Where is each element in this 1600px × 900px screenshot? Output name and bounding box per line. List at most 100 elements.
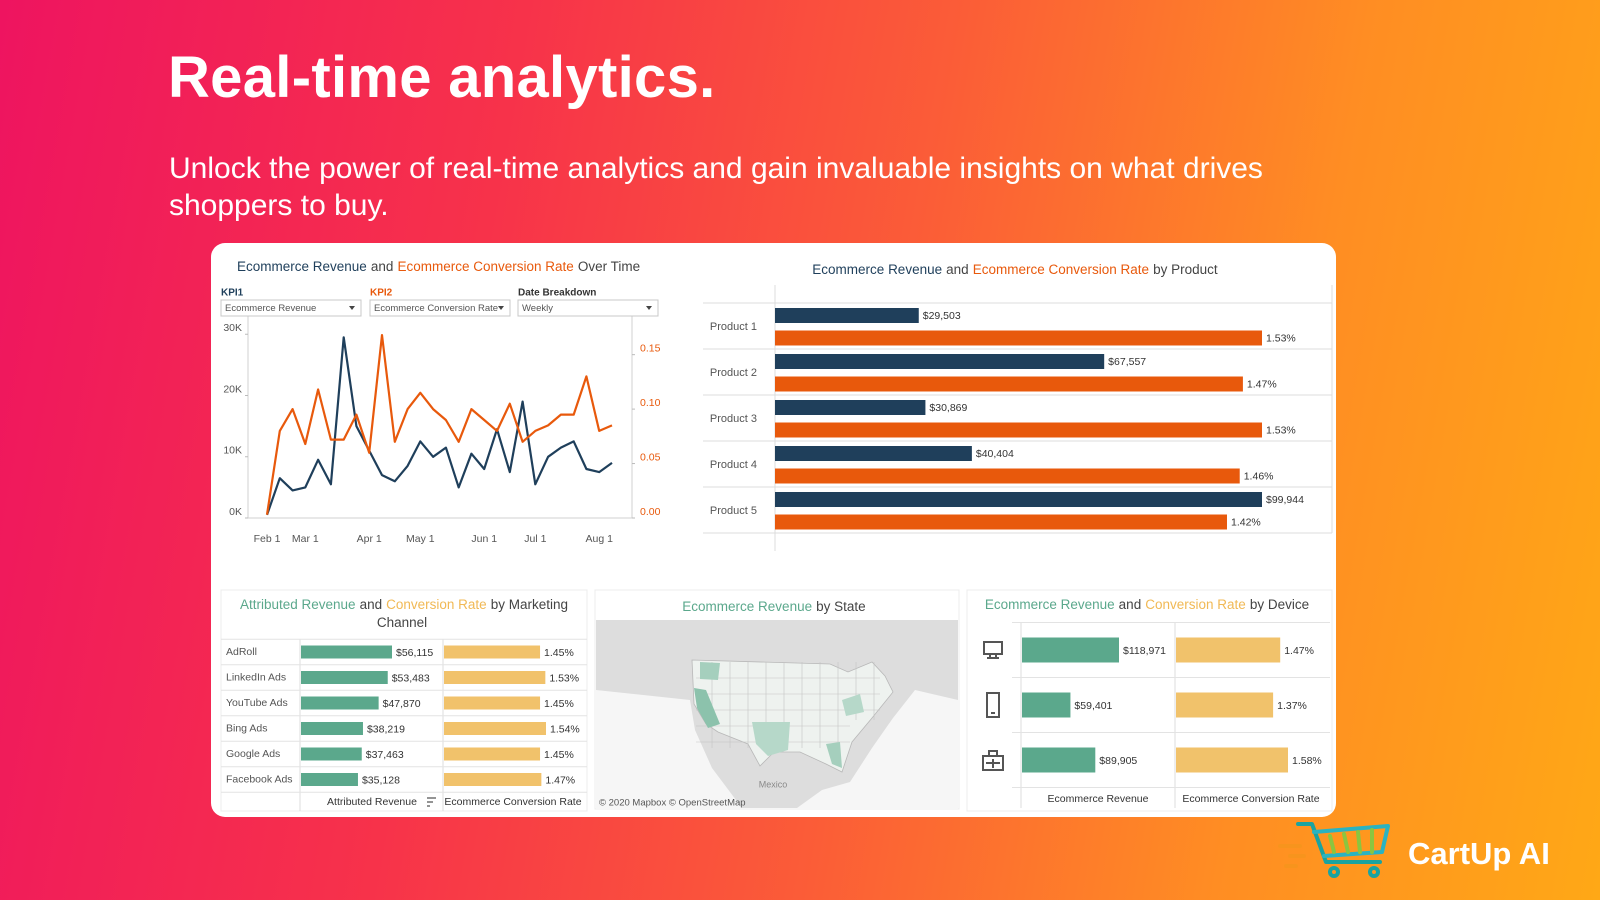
map-region	[826, 742, 842, 768]
chart-title: Ecommerce Revenue and Ecommerce Conversion…	[717, 261, 1317, 279]
bar	[444, 696, 541, 710]
y2-tick-label: 0.05	[640, 451, 661, 463]
title-part: Ecommerce Revenue	[237, 259, 367, 274]
cart-logo	[1278, 822, 1390, 878]
device-icon	[983, 641, 1003, 659]
title-part: Ecommerce Revenue	[682, 599, 813, 614]
map-region	[752, 722, 790, 756]
bar	[301, 696, 379, 710]
value-label: $59,401	[1074, 700, 1112, 712]
bar	[301, 671, 388, 684]
y-tick-label: 20K	[223, 383, 242, 395]
bar	[444, 645, 541, 659]
y-tick-label: 0K	[229, 506, 242, 518]
category-label: Facebook Ads	[226, 773, 293, 785]
value-label: $99,944	[1266, 494, 1304, 506]
category-label: Product 1	[710, 321, 757, 333]
bar	[444, 773, 542, 786]
bar	[301, 722, 363, 735]
title-part: by Product	[1153, 262, 1218, 277]
value-label: 1.53%	[1266, 424, 1296, 436]
line-series	[265, 336, 613, 516]
value-label: 1.47%	[1247, 378, 1277, 390]
title-part: by State	[816, 599, 866, 614]
title-part: Conversion Rate	[386, 597, 487, 612]
column-header: Ecommerce Revenue	[1048, 793, 1149, 805]
bar	[1176, 692, 1274, 718]
title-part: by Marketing Channel	[376, 597, 569, 630]
value-label: $38,219	[367, 723, 405, 735]
title-part: Attributed Revenue	[239, 597, 356, 612]
bar	[775, 514, 1227, 530]
title-part: Ecommerce Revenue	[984, 597, 1115, 612]
x-tick-label: Mar 1	[292, 533, 319, 545]
y2-tick-label: 0.10	[640, 397, 661, 409]
value-label: $89,905	[1099, 755, 1137, 767]
bar	[1022, 637, 1119, 663]
value-label: 1.45%	[544, 647, 574, 659]
dropdown-value: Ecommerce Revenue	[225, 303, 316, 314]
x-tick-label: Jul 1	[524, 533, 546, 545]
category-label: Product 3	[710, 413, 757, 425]
title-part: and	[370, 259, 394, 274]
map-label: Mexico	[759, 779, 788, 789]
map-region	[700, 662, 720, 680]
chart-title: Attributed Revenue and Conversion Rate by M…	[223, 596, 585, 632]
panel-frame	[966, 589, 1333, 812]
dropdown-value: Weekly	[522, 303, 553, 314]
y2-tick-label: 0.15	[640, 342, 661, 354]
value-label: 1.37%	[1277, 700, 1307, 712]
x-tick-label: Feb 1	[254, 533, 281, 545]
value-label: 1.54%	[550, 723, 580, 735]
bar	[775, 330, 1262, 346]
map-country	[691, 659, 894, 773]
value-label: 1.53%	[549, 672, 579, 684]
title-part: Over Time	[577, 259, 641, 274]
title-part: Ecommerce Conversion Rate	[972, 262, 1150, 277]
dropdown-arrow	[498, 306, 504, 310]
map-region	[842, 694, 864, 716]
bar	[775, 446, 972, 461]
dropdown-arrow	[349, 306, 355, 310]
y2-tick-label: 0.00	[640, 506, 661, 518]
chart-title: Ecommerce Revenue and Conversion Rate by De…	[969, 596, 1329, 614]
y-tick-label: 30K	[223, 322, 242, 334]
category-label: AdRoll	[226, 646, 257, 658]
panel-frame	[594, 589, 960, 810]
bar	[301, 645, 392, 659]
value-label: $40,404	[976, 448, 1014, 460]
map-region	[694, 688, 720, 728]
chart-title: Ecommerce Revenue by State	[596, 598, 956, 616]
category-label: Bing Ads	[226, 722, 267, 734]
brand-name: CartUp AI	[1408, 836, 1550, 871]
value-label: $53,483	[392, 672, 430, 684]
sort-icon	[427, 797, 436, 807]
control-label: KPI1	[221, 288, 244, 299]
title-part: Conversion Rate	[1145, 597, 1246, 612]
y-tick-label: 10K	[223, 445, 242, 457]
value-label: $29,503	[923, 310, 961, 322]
value-label: 1.47%	[545, 774, 575, 786]
title-part: and	[946, 262, 969, 277]
category-label: YouTube Ads	[226, 697, 288, 709]
category-label: Product 4	[710, 459, 757, 471]
bar	[301, 773, 358, 786]
x-tick-label: Jun 1	[471, 533, 497, 545]
dropdown	[369, 299, 511, 317]
x-tick-label: Apr 1	[357, 533, 382, 545]
value-label: 1.42%	[1231, 516, 1261, 528]
control-label: Date Breakdown	[518, 288, 596, 299]
page-subtitle: Unlock the power of real-time analytics …	[169, 152, 1263, 222]
value-label: 1.47%	[1284, 645, 1314, 657]
x-tick-label: Aug 1	[585, 533, 613, 545]
title-part: Ecommerce Revenue	[812, 262, 943, 277]
panel-frame	[220, 589, 588, 812]
title-part: and	[1118, 597, 1142, 612]
category-label: Product 5	[710, 505, 757, 517]
category-label: Product 2	[710, 367, 757, 379]
bar	[301, 747, 362, 761]
control-label: KPI2	[370, 288, 393, 299]
bar	[1176, 747, 1288, 773]
category-label: LinkedIn Ads	[226, 671, 286, 683]
title-part: and	[359, 597, 383, 612]
